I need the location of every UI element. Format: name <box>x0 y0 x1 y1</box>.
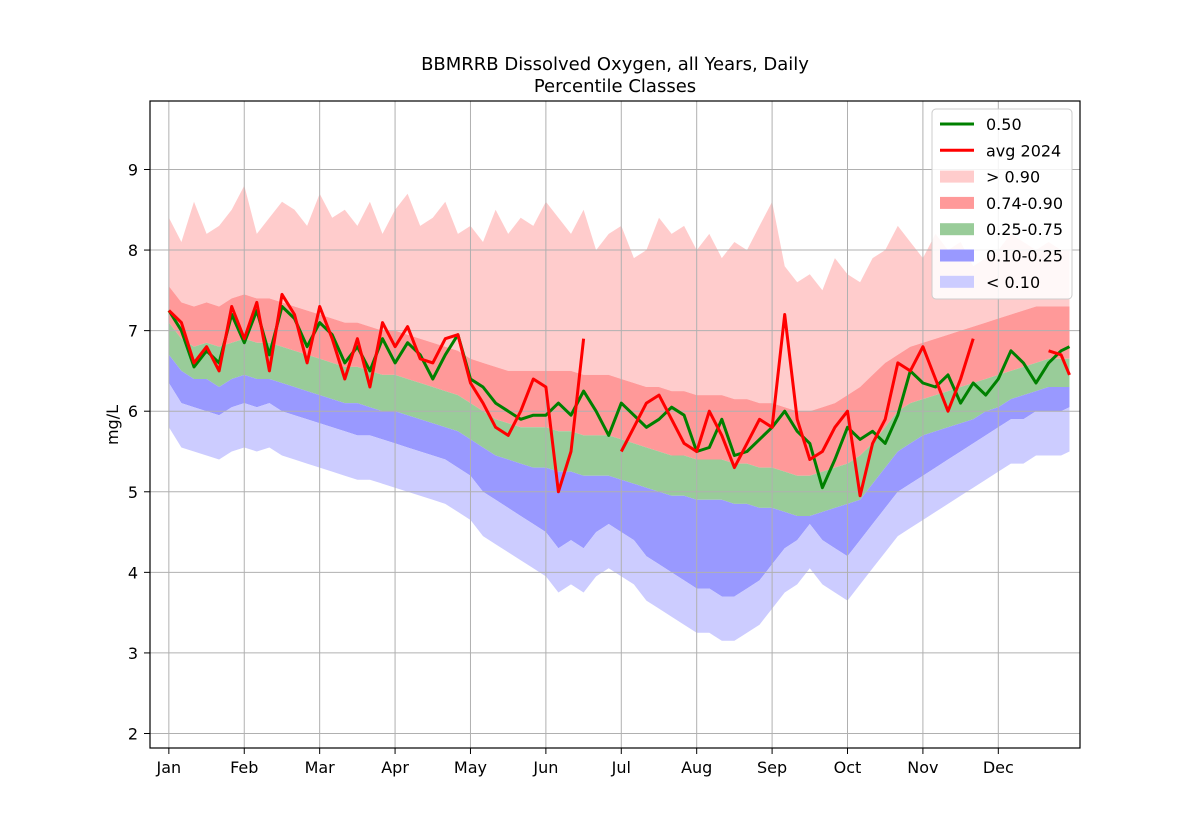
band-0-10 <box>168 383 1070 641</box>
legend-label-0-50: 0.50 <box>986 115 1022 134</box>
legend-swatch-0-90 <box>940 170 974 183</box>
y-tick-label: 7 <box>128 322 138 341</box>
chart-title-line-2: Percentile Classes <box>534 76 696 97</box>
legend-label-0-25-0-75: 0.25-0.75 <box>986 220 1063 239</box>
series-line-median <box>167 305 1071 490</box>
y-tick-label: 6 <box>128 402 138 421</box>
x-tick-label-sep: Sep <box>757 758 787 777</box>
x-tick-label-nov: Nov <box>907 758 938 777</box>
legend-swatch-0-10-0-25 <box>940 249 974 262</box>
band-0-25-0-75 <box>168 322 1070 516</box>
legend-label-avg-2024: avg 2024 <box>986 141 1061 160</box>
y-tick-label: 5 <box>128 483 138 502</box>
x-tick-label-aug: Aug <box>681 758 712 777</box>
x-tick-label-jun: Jun <box>532 758 558 777</box>
legend-label-0-74-0-90: 0.74-0.90 <box>986 194 1063 213</box>
legend-label-0-90: > 0.90 <box>986 168 1040 187</box>
x-tick-label-jul: Jul <box>611 758 631 777</box>
y-tick-label: 2 <box>128 724 138 743</box>
x-tick-label-jan: Jan <box>156 758 182 777</box>
legend-swatch-0-74-0-90 <box>940 196 974 209</box>
legend-swatch-0-10 <box>940 275 974 288</box>
legend-label-0-10-0-25: 0.10-0.25 <box>986 247 1063 266</box>
legend-swatch-0-25-0-75 <box>940 223 974 236</box>
x-tick-label-mar: Mar <box>305 758 336 777</box>
y-tick-label: 8 <box>128 241 138 260</box>
x-tick-label-apr: Apr <box>381 758 409 777</box>
y-tick-label: 4 <box>128 563 138 582</box>
band-0-90 <box>168 185 1070 412</box>
band-0-74-0-90 <box>168 286 1070 476</box>
series-line-avg-2024 <box>167 292 1071 498</box>
x-tick-label-may: May <box>454 758 487 777</box>
x-tick-label-feb: Feb <box>230 758 258 777</box>
x-tick-label-oct: Oct <box>834 758 862 777</box>
y-tick-label: 9 <box>128 160 138 179</box>
y-tick-label: 3 <box>128 644 138 663</box>
x-tick-label-dec: Dec <box>983 758 1014 777</box>
chart-title-line-1: BBMRRB Dissolved Oxygen, all Years, Dail… <box>421 54 809 75</box>
band-0-10-0-25 <box>168 354 1070 597</box>
legend: 0.50 avg 2024 > 0.90 0.74-0.90 0.25-0.75 0.10… <box>931 108 1073 300</box>
axes-frame <box>149 100 1081 749</box>
legend-label-0-10: < 0.10 <box>986 273 1040 292</box>
y-axis-label: mg/L <box>103 405 122 445</box>
plot-area: Jan Feb Mar Apr May Jun Jul Aug Sep Oct Nov Dec 2 3 4 5… <box>128 100 1081 777</box>
